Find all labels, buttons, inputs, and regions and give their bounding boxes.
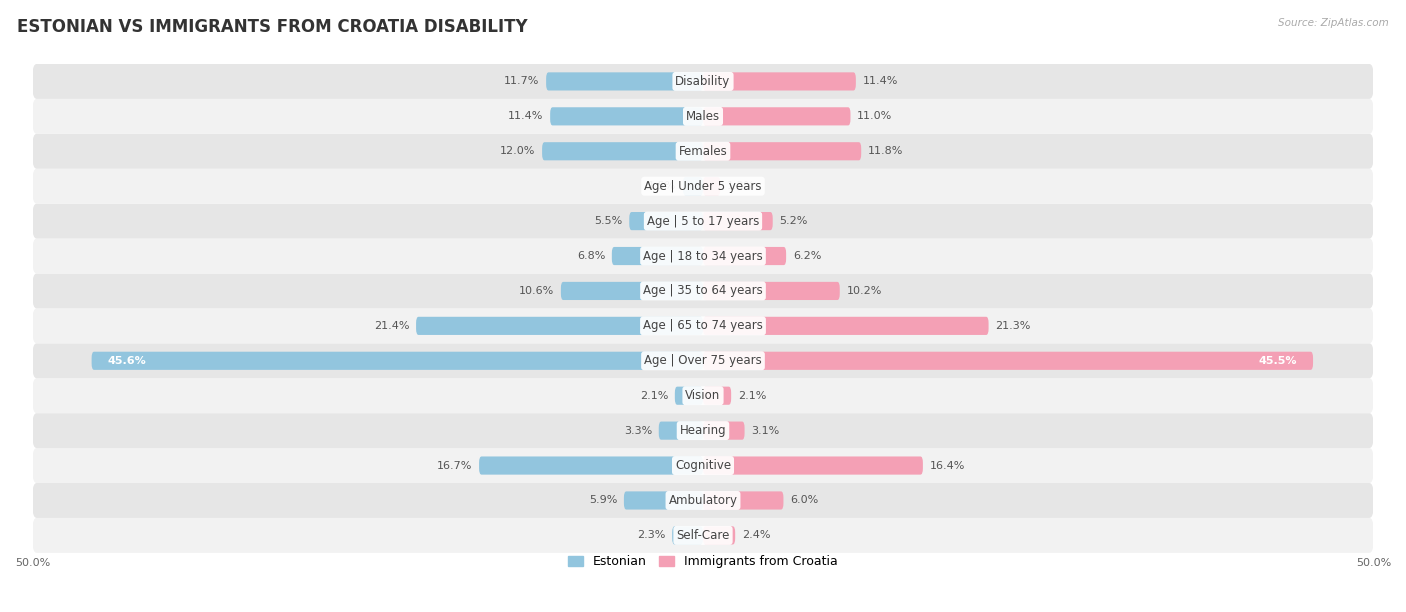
- Text: Self-Care: Self-Care: [676, 529, 730, 542]
- FancyBboxPatch shape: [32, 274, 1374, 308]
- FancyBboxPatch shape: [32, 483, 1374, 518]
- FancyBboxPatch shape: [546, 72, 703, 91]
- Text: Hearing: Hearing: [679, 424, 727, 437]
- Text: 11.4%: 11.4%: [862, 76, 898, 86]
- Text: Disability: Disability: [675, 75, 731, 88]
- Text: Males: Males: [686, 110, 720, 123]
- FancyBboxPatch shape: [703, 457, 922, 475]
- FancyBboxPatch shape: [703, 317, 988, 335]
- Text: 2.1%: 2.1%: [640, 390, 668, 401]
- FancyBboxPatch shape: [32, 448, 1374, 483]
- Text: 11.4%: 11.4%: [508, 111, 544, 121]
- Text: 45.6%: 45.6%: [108, 356, 146, 366]
- FancyBboxPatch shape: [32, 343, 1374, 378]
- FancyBboxPatch shape: [543, 142, 703, 160]
- Text: 12.0%: 12.0%: [501, 146, 536, 156]
- FancyBboxPatch shape: [703, 72, 856, 91]
- FancyBboxPatch shape: [703, 212, 773, 230]
- FancyBboxPatch shape: [32, 378, 1374, 413]
- Text: 45.5%: 45.5%: [1258, 356, 1296, 366]
- Text: 5.5%: 5.5%: [595, 216, 623, 226]
- FancyBboxPatch shape: [32, 169, 1374, 204]
- Text: 16.7%: 16.7%: [437, 461, 472, 471]
- Text: Ambulatory: Ambulatory: [668, 494, 738, 507]
- Text: 5.2%: 5.2%: [779, 216, 808, 226]
- FancyBboxPatch shape: [703, 107, 851, 125]
- FancyBboxPatch shape: [703, 352, 1313, 370]
- FancyBboxPatch shape: [32, 134, 1374, 169]
- Text: 1.3%: 1.3%: [727, 181, 755, 191]
- FancyBboxPatch shape: [32, 64, 1374, 99]
- FancyBboxPatch shape: [703, 422, 745, 439]
- Text: Age | 65 to 74 years: Age | 65 to 74 years: [643, 319, 763, 332]
- Text: 6.8%: 6.8%: [576, 251, 605, 261]
- Text: 21.3%: 21.3%: [995, 321, 1031, 331]
- Text: 10.6%: 10.6%: [519, 286, 554, 296]
- FancyBboxPatch shape: [659, 422, 703, 439]
- Text: 3.1%: 3.1%: [751, 425, 779, 436]
- Text: Cognitive: Cognitive: [675, 459, 731, 472]
- Text: 3.3%: 3.3%: [624, 425, 652, 436]
- FancyBboxPatch shape: [91, 352, 703, 370]
- FancyBboxPatch shape: [683, 177, 703, 195]
- FancyBboxPatch shape: [703, 282, 839, 300]
- Text: 2.4%: 2.4%: [742, 531, 770, 540]
- FancyBboxPatch shape: [612, 247, 703, 265]
- FancyBboxPatch shape: [32, 518, 1374, 553]
- FancyBboxPatch shape: [32, 239, 1374, 274]
- FancyBboxPatch shape: [561, 282, 703, 300]
- Text: Age | 18 to 34 years: Age | 18 to 34 years: [643, 250, 763, 263]
- FancyBboxPatch shape: [703, 387, 731, 405]
- Text: 21.4%: 21.4%: [374, 321, 409, 331]
- FancyBboxPatch shape: [32, 413, 1374, 448]
- Text: ESTONIAN VS IMMIGRANTS FROM CROATIA DISABILITY: ESTONIAN VS IMMIGRANTS FROM CROATIA DISA…: [17, 18, 527, 36]
- FancyBboxPatch shape: [479, 457, 703, 475]
- Text: 16.4%: 16.4%: [929, 461, 965, 471]
- FancyBboxPatch shape: [703, 247, 786, 265]
- FancyBboxPatch shape: [630, 212, 703, 230]
- Text: Vision: Vision: [685, 389, 721, 402]
- Text: 11.8%: 11.8%: [868, 146, 903, 156]
- Text: Females: Females: [679, 145, 727, 158]
- Text: 11.0%: 11.0%: [858, 111, 893, 121]
- Legend: Estonian, Immigrants from Croatia: Estonian, Immigrants from Croatia: [562, 550, 844, 573]
- FancyBboxPatch shape: [32, 308, 1374, 343]
- Text: 10.2%: 10.2%: [846, 286, 882, 296]
- FancyBboxPatch shape: [32, 99, 1374, 134]
- FancyBboxPatch shape: [675, 387, 703, 405]
- FancyBboxPatch shape: [624, 491, 703, 510]
- Text: 11.7%: 11.7%: [505, 76, 540, 86]
- FancyBboxPatch shape: [703, 142, 862, 160]
- FancyBboxPatch shape: [703, 526, 735, 545]
- Text: Age | 5 to 17 years: Age | 5 to 17 years: [647, 215, 759, 228]
- Text: 5.9%: 5.9%: [589, 496, 617, 506]
- Text: 2.3%: 2.3%: [637, 531, 665, 540]
- Text: 6.0%: 6.0%: [790, 496, 818, 506]
- FancyBboxPatch shape: [550, 107, 703, 125]
- Text: Age | Under 5 years: Age | Under 5 years: [644, 180, 762, 193]
- FancyBboxPatch shape: [416, 317, 703, 335]
- Text: 1.5%: 1.5%: [648, 181, 676, 191]
- FancyBboxPatch shape: [32, 204, 1374, 239]
- FancyBboxPatch shape: [703, 491, 783, 510]
- Text: 2.1%: 2.1%: [738, 390, 766, 401]
- Text: Source: ZipAtlas.com: Source: ZipAtlas.com: [1278, 18, 1389, 28]
- Text: Age | 35 to 64 years: Age | 35 to 64 years: [643, 285, 763, 297]
- FancyBboxPatch shape: [703, 177, 720, 195]
- Text: Age | Over 75 years: Age | Over 75 years: [644, 354, 762, 367]
- FancyBboxPatch shape: [672, 526, 703, 545]
- Text: 6.2%: 6.2%: [793, 251, 821, 261]
